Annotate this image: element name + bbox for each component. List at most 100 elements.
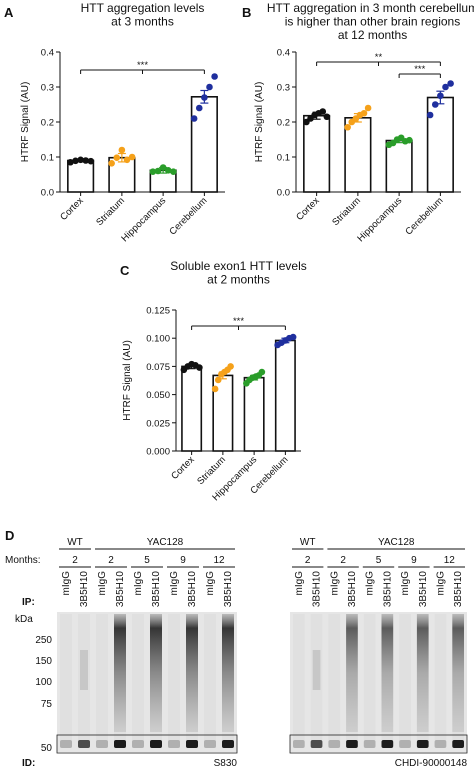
chart-2-data-point xyxy=(214,376,222,384)
chart-0-y-tick-label: 0.2 xyxy=(41,118,54,129)
blot-left-lane-label: mIgG xyxy=(97,571,108,596)
chart-2-y-tick-label: 0.000 xyxy=(146,447,170,458)
chart-0-title-line: at 3 months xyxy=(111,15,174,29)
panel-letter-d: D xyxy=(5,528,14,543)
chart-1-y-tick-label: 0.0 xyxy=(277,188,290,199)
chart-1-y-tick-label: 0.3 xyxy=(277,83,290,94)
blot-right-lane-label: 3B5H10 xyxy=(312,571,323,608)
marker-75: 75 xyxy=(41,699,53,710)
blot-right-lane-bg xyxy=(293,614,305,748)
chart-0-x-tick-label: Hippocampus xyxy=(119,195,168,244)
blot-left-antibody-label: S830 xyxy=(214,758,238,769)
chart-1-data-point xyxy=(447,80,454,87)
chart-1-data-point xyxy=(319,108,327,115)
chart-1-sig-label: ** xyxy=(375,52,383,63)
blot-left-igg-band xyxy=(168,740,180,748)
chart-1-data-point xyxy=(437,92,444,100)
blot-right-lane-label: 3B5H10 xyxy=(453,571,464,608)
chart-1-bar xyxy=(344,117,372,193)
blot-right-lane-label: mIgG xyxy=(329,571,340,596)
chart-0-data-point xyxy=(149,168,157,175)
chart-2-title-line: Soluble exon1 HTT levels xyxy=(170,259,307,273)
marker-250: 250 xyxy=(35,635,52,646)
blot-right-lane-label: 3B5H10 xyxy=(347,571,358,608)
chart-1-x-tick-label: Cortex xyxy=(294,195,322,223)
chart-2-y-tick-label: 0.050 xyxy=(146,390,170,401)
blot-left-lane-bg xyxy=(132,614,144,748)
chart-2-title-line: at 2 months xyxy=(207,273,270,287)
blot-right-month-label: 12 xyxy=(444,555,456,566)
blot-left-lane-label: 3B5H10 xyxy=(223,571,234,608)
blot-right-month-label: 2 xyxy=(340,555,346,566)
blot-left-lane-label: 3B5H10 xyxy=(187,571,198,608)
blot-right-igg-band xyxy=(434,740,447,748)
chart-0-title-line: HTT aggregation levels xyxy=(81,1,205,15)
chart-1-y-label: HTRF Signal (AU) xyxy=(254,82,265,163)
blot-left-lane-bg xyxy=(96,614,108,748)
chart-0-data-point xyxy=(67,158,74,166)
blot-left-month-label: 2 xyxy=(108,555,114,566)
blot-right-wt-label: WT xyxy=(300,537,316,548)
chart-2-bar xyxy=(243,376,265,452)
blot-left-igg-band xyxy=(60,740,72,748)
chart-0-x-tick-label: Cerebellum xyxy=(167,195,209,237)
blot-left-month-label: 5 xyxy=(144,555,150,566)
months-label: Months: xyxy=(5,555,41,566)
kda-label: kDa xyxy=(15,614,33,625)
blot-left-lane-label: 3B5H10 xyxy=(115,571,126,608)
chart-2-bar xyxy=(181,365,203,452)
chart-1-data-point xyxy=(360,109,368,117)
blot-left-wt-label: WT xyxy=(67,537,83,548)
chart-2-data-point xyxy=(211,385,219,393)
blot-left-lane-label: mIgG xyxy=(169,571,180,596)
blot-right-igg-band xyxy=(381,740,394,748)
chart-1-x-tick-label: Cerebellum xyxy=(403,195,445,237)
blot-right-lane-label: mIgG xyxy=(365,571,376,596)
chart-0-data-point xyxy=(170,168,177,175)
chart-2-y-label: HTRF Signal (AU) xyxy=(122,340,133,421)
blot-left-lane-bg xyxy=(78,614,90,748)
blot-right-lane-label: 3B5H10 xyxy=(418,571,429,608)
blot-left-igg-band xyxy=(132,740,144,748)
chart-1-y-tick-label: 0.2 xyxy=(277,118,290,129)
chart-2-data-point xyxy=(227,363,234,370)
blot-right: WT YAC128 2 2 5 9 12 mIgG 3B5H10 mIgG 3B5H10 mIgG 3B… xyxy=(289,537,467,769)
blot-left-igg-band xyxy=(204,740,216,748)
chart-2-y-tick-label: 0.075 xyxy=(146,362,170,373)
blot-right-igg-band xyxy=(328,740,341,748)
blot-left-igg-band xyxy=(186,740,198,748)
chart-2-sig-label: *** xyxy=(233,316,244,327)
chart-2-data-point xyxy=(289,333,297,341)
blot-left-month-label: 9 xyxy=(180,555,186,566)
blot-left-faint-smear xyxy=(80,650,88,690)
marker-150: 150 xyxy=(35,656,52,667)
chart-1-y-tick-label: 0.4 xyxy=(277,48,290,59)
chart-0-data-point xyxy=(123,156,131,164)
chart-1-bar xyxy=(385,139,413,193)
blot-right-yac128-label: YAC128 xyxy=(378,537,415,548)
chart-0-bar xyxy=(190,96,218,193)
chart-0-data-point xyxy=(87,157,95,165)
chart-0-data-point xyxy=(154,167,162,175)
chart-1-panel-letter: B xyxy=(242,5,251,20)
chart-1-data-point xyxy=(364,104,372,112)
chart-2-y-tick-label: 0.125 xyxy=(146,306,170,317)
blot-right-lane-bg xyxy=(310,614,323,748)
blot-right-igg-band xyxy=(293,740,305,748)
blot-left-yac128-label: YAC128 xyxy=(147,537,184,548)
blot-right-smear xyxy=(346,614,358,732)
blot-left-lane-label: mIgG xyxy=(205,571,216,596)
panel-b-chart: B HTT aggregation in 3 month cerebellumis… xyxy=(242,1,474,244)
blot-right-smear xyxy=(452,614,464,732)
chart-0-data-point xyxy=(128,153,136,161)
chart-1-bar xyxy=(426,96,454,193)
blot-left-igg-band xyxy=(150,740,162,748)
chart-1-data-point xyxy=(344,123,351,131)
chart-1-x-tick-label: Striatum xyxy=(330,195,363,228)
blot-left-lane-bg xyxy=(204,614,216,748)
chart-0-data-point xyxy=(190,115,198,122)
chart-0-data-point xyxy=(118,146,126,154)
chart-0-data-point xyxy=(164,167,172,174)
blot-right-lane-bg xyxy=(434,614,447,748)
